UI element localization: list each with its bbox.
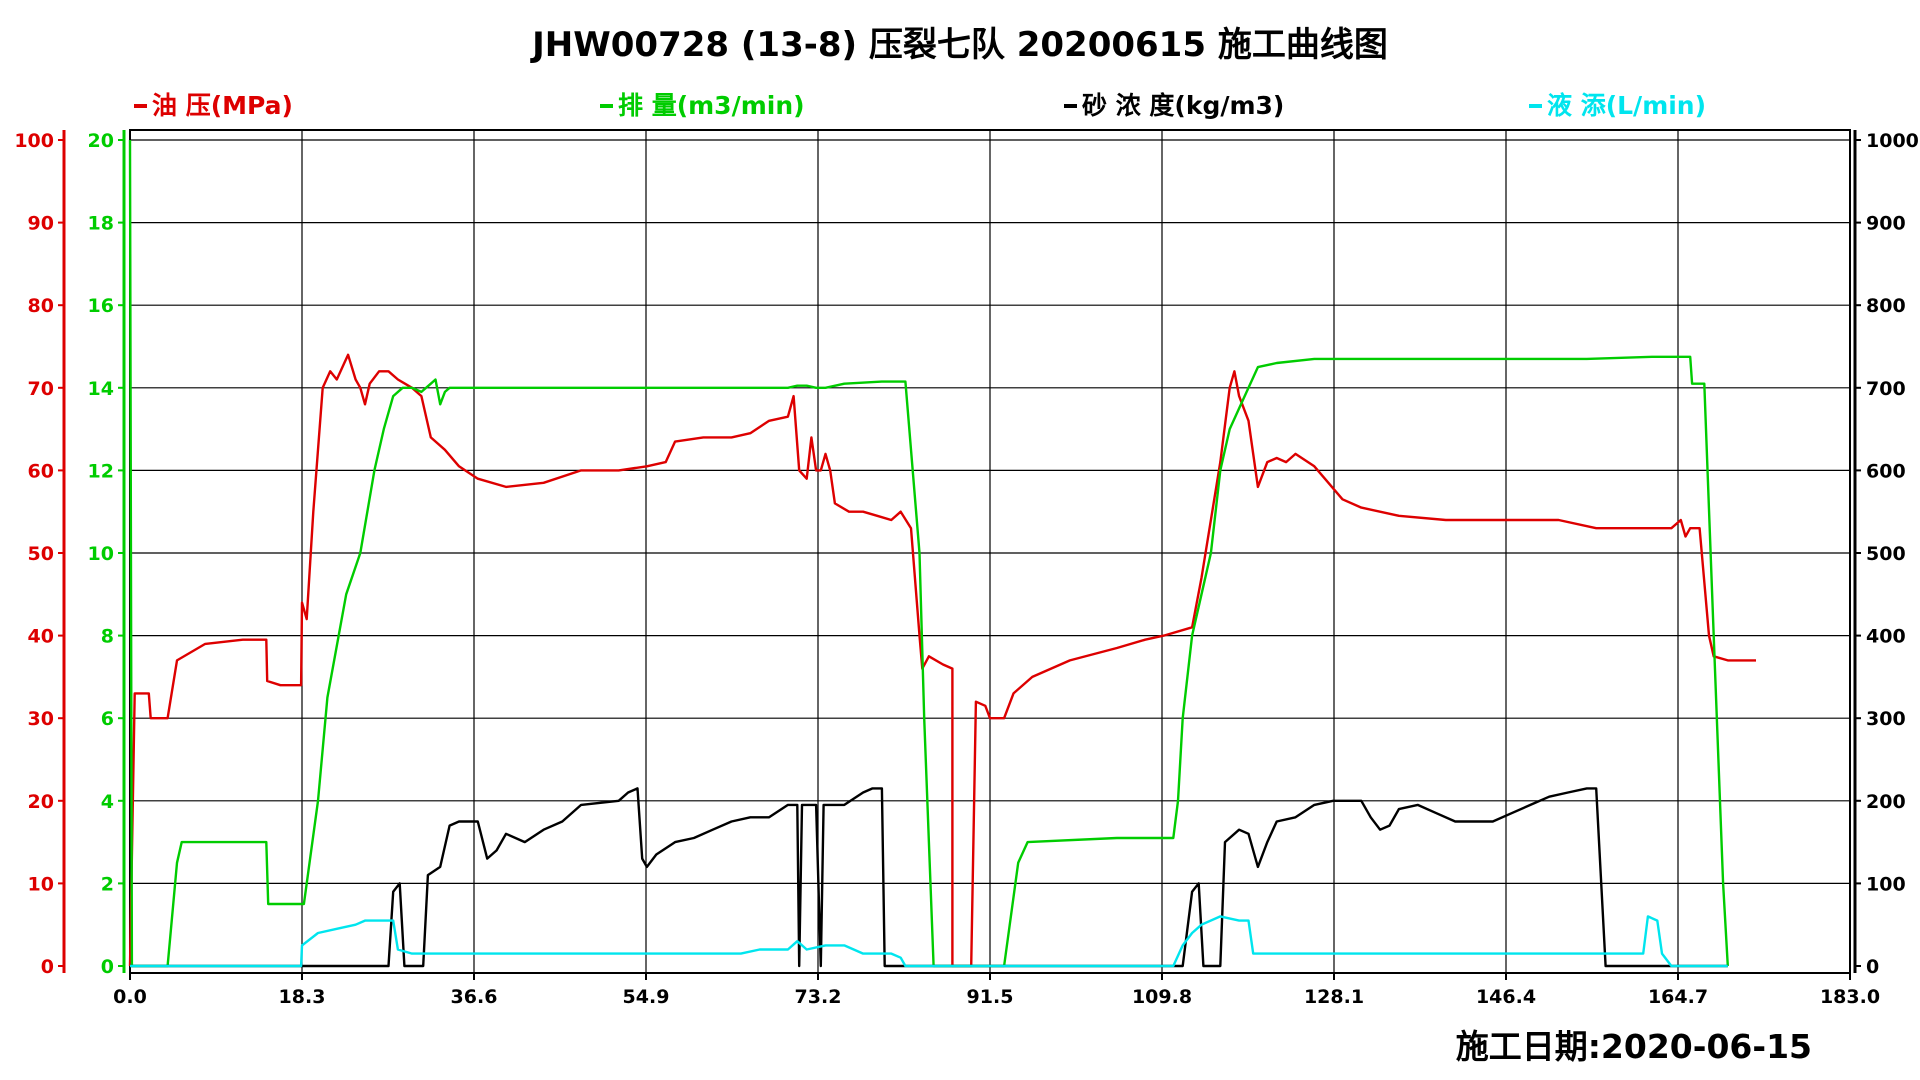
x-tick-label: 73.2 [795, 986, 842, 1008]
legend-item-additive: 液 添(L/min) [1529, 91, 1706, 120]
x-tick-label: 128.1 [1304, 986, 1364, 1008]
rate-tick-label: 10 [88, 543, 114, 565]
pressure-tick-label: 30 [28, 708, 54, 730]
rate-tick-label: 12 [88, 460, 114, 482]
rate-tick-label: 14 [88, 378, 114, 400]
pressure-tick-label: 10 [28, 873, 54, 895]
legend: 油 压(MPa) 排 量(m3/min) 砂 浓 度(kg/m3) 液 添(L/… [134, 91, 1706, 120]
pressure-axis: 0 10 20 30 40 50 60 70 80 90 100 [14, 130, 66, 978]
x-tick-label: 54.9 [623, 986, 670, 1008]
pressure-tick-label: 50 [28, 543, 54, 565]
legend-label-rate: 排 量(m3/min) [618, 91, 805, 120]
sand-tick-label: 400 [1866, 626, 1906, 648]
legend-label-additive: 液 添(L/min) [1547, 91, 1706, 120]
x-tick-label: 183.0 [1820, 986, 1880, 1008]
pressure-line [128, 353, 1756, 968]
chart-title: JHW00728 (13-8) 压裂七队 20200615 施工曲线图 [530, 25, 1388, 65]
rate-tick-label: 18 [88, 213, 114, 235]
x-tick-label: 91.5 [967, 986, 1014, 1008]
legend-label-sand: 砂 浓 度(kg/m3) [1082, 91, 1284, 120]
pressure-tick-label: 40 [28, 626, 54, 648]
sand-tick-label: 800 [1866, 295, 1906, 317]
legend-item-pressure: 油 压(MPa) [134, 91, 293, 120]
x-tick-label: 146.4 [1476, 986, 1536, 1008]
pressure-tick-label: 100 [14, 130, 54, 152]
rate-axis: 0 2 4 6 8 10 12 14 16 18 20 [88, 130, 126, 978]
construction-date: 施工日期:2020-06-15 [1456, 1027, 1812, 1066]
rate-tick-label: 4 [101, 791, 114, 813]
sand-concentration-line [130, 787, 1728, 968]
rate-tick-label: 0 [101, 956, 114, 978]
rate-tick-label: 16 [88, 295, 114, 317]
x-axis: 0.0 18.3 36.6 54.9 73.2 91.5 109.8 128.1 146.4 16… [113, 973, 1880, 1008]
x-tick-label: 109.8 [1132, 986, 1192, 1008]
legend-item-rate: 排 量(m3/min) [600, 91, 805, 120]
sand-tick-label: 0 [1866, 956, 1879, 978]
rate-tick-label: 6 [101, 708, 114, 730]
sand-tick-label: 100 [1866, 873, 1906, 895]
pressure-tick-label: 80 [28, 295, 54, 317]
legend-item-sand: 砂 浓 度(kg/m3) [1064, 91, 1284, 120]
x-tick-label: 18.3 [279, 986, 326, 1008]
pressure-tick-label: 20 [28, 791, 54, 813]
plot-grid [130, 130, 1850, 973]
sand-tick-label: 600 [1866, 460, 1906, 482]
rate-tick-label: 20 [88, 130, 114, 152]
additive-line [130, 915, 1728, 968]
sand-tick-label: 1000 [1866, 130, 1919, 152]
sand-axis: 0 100 200 300 400 500 600 700 800 900 1000 [1853, 130, 1919, 978]
sand-tick-label: 900 [1866, 213, 1906, 235]
x-tick-label: 36.6 [451, 986, 498, 1008]
x-tick-label: 0.0 [113, 986, 147, 1008]
sand-tick-label: 500 [1866, 543, 1906, 565]
legend-label-pressure: 油 压(MPa) [152, 91, 293, 120]
x-tick-label: 164.7 [1648, 986, 1708, 1008]
sand-tick-label: 200 [1866, 791, 1906, 813]
pressure-tick-label: 60 [28, 460, 54, 482]
sand-tick-label: 700 [1866, 378, 1906, 400]
sand-tick-label: 300 [1866, 708, 1906, 730]
rate-line [128, 139, 1729, 968]
pressure-tick-label: 0 [41, 956, 54, 978]
series-lines [128, 139, 1756, 968]
pressure-tick-label: 70 [28, 378, 54, 400]
rate-tick-label: 2 [101, 873, 114, 895]
rate-tick-label: 8 [101, 626, 114, 648]
pressure-tick-label: 90 [28, 213, 54, 235]
